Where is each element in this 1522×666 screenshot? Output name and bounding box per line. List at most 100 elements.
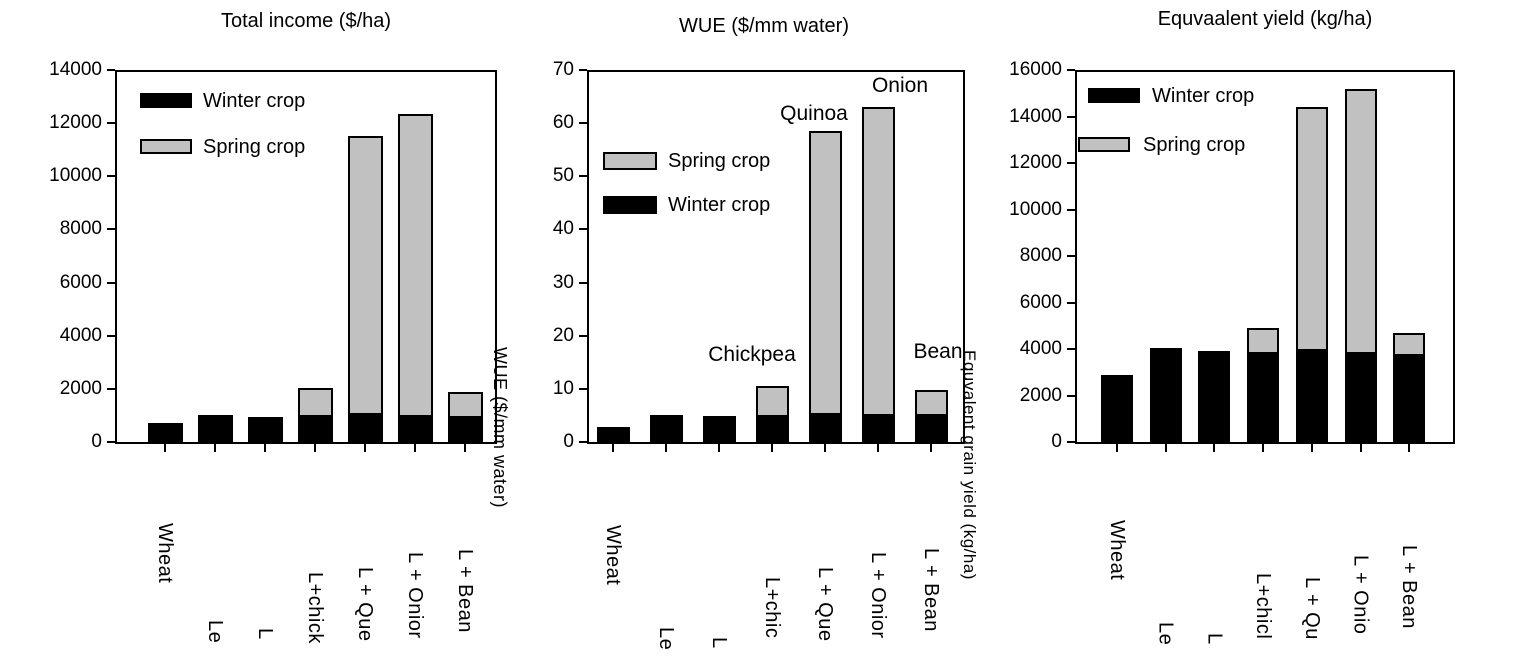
- y-tick-label: 20: [552, 324, 574, 346]
- x-tick-label: L + Bean: [454, 549, 476, 633]
- y-tick-label: 2000: [1019, 384, 1062, 406]
- x-tick-label: L+chick: [304, 572, 326, 644]
- x-tick-label: L + Que: [354, 567, 376, 642]
- y-tick-label: 8000: [59, 218, 102, 240]
- bar-winter-segment: [649, 415, 683, 442]
- x-tick-label: L + Bean: [1398, 545, 1421, 629]
- chart-wue-title: WUE ($/mm water): [679, 15, 849, 37]
- y-tick-mark: [107, 69, 115, 71]
- y-tick-mark: [107, 122, 115, 125]
- bar-winter-segment: [596, 427, 630, 442]
- x-tick-mark: [1359, 444, 1362, 452]
- y-tick-label: 10000: [1009, 198, 1062, 220]
- x-tick-mark: [1262, 444, 1265, 452]
- y-tick-mark: [579, 69, 587, 71]
- x-tick-mark: [264, 444, 266, 452]
- bar-winter-segment: [147, 423, 183, 442]
- bar-winter-segment: [1344, 353, 1377, 442]
- x-tick-label: Wheat: [154, 523, 176, 584]
- bar-spring-segment: [1393, 332, 1426, 356]
- y-tick-mark: [579, 387, 587, 390]
- legend-swatch-spring: [140, 139, 192, 154]
- annotation-bean: Bean: [913, 340, 963, 363]
- y-tick-label: 50: [552, 165, 574, 187]
- y-tick-mark: [579, 122, 587, 125]
- y-tick-mark: [579, 281, 587, 284]
- y-tick-label: 0: [1051, 431, 1062, 452]
- x-tick-label: L+chic: [761, 577, 783, 639]
- x-tick-mark: [414, 444, 416, 452]
- x-tick-mark: [824, 444, 826, 452]
- y-tick-label: 6000: [59, 271, 102, 293]
- x-tick-label: L + Onior: [867, 552, 889, 639]
- bar-winter-segment: [702, 416, 736, 442]
- annotation-chickpea: Chickpea: [708, 343, 796, 366]
- plot-area: [1075, 70, 1455, 444]
- x-tick-label: L + Qu: [1300, 577, 1323, 640]
- bar-winter-segment: [861, 416, 895, 442]
- y-tick-mark: [1067, 162, 1075, 164]
- y-tick-mark: [1067, 441, 1075, 443]
- y-tick-label: 10000: [49, 165, 102, 187]
- x-tick-label: Le: [204, 620, 226, 644]
- legend-label-spring: Spring crop: [203, 135, 306, 158]
- y-tick-label: 14000: [1009, 105, 1062, 127]
- y-tick-label: 14000: [49, 59, 102, 80]
- chart-total-income-title: Total income ($/ha): [220, 10, 392, 32]
- x-tick-mark: [364, 444, 366, 452]
- x-tick-mark: [665, 444, 667, 452]
- bar-winter-segment: [447, 418, 483, 442]
- x-tick-label: L: [1203, 633, 1226, 645]
- x-tick-label: L+chicl: [1252, 573, 1275, 640]
- x-tick-mark: [1310, 444, 1313, 452]
- y-tick-mark: [1067, 348, 1075, 350]
- plot-area: [115, 70, 497, 444]
- y-tick-label: 16000: [1009, 59, 1062, 80]
- legend-swatch-winter: [140, 93, 192, 108]
- x-tick-label: Wheat: [1106, 520, 1128, 581]
- annotation-onion: Onion: [871, 74, 929, 97]
- bar-spring-segment: [914, 390, 948, 417]
- y-tick-label: 0: [563, 431, 574, 452]
- bar-spring-segment: [808, 131, 842, 416]
- x-tick-mark: [718, 444, 720, 452]
- legend-label-spring: Spring crop: [1143, 133, 1246, 156]
- y-tick-label: 8000: [1019, 245, 1062, 266]
- y-tick-mark: [579, 441, 587, 443]
- bar-winter-segment: [755, 417, 789, 442]
- y-tick-mark: [579, 228, 587, 231]
- x-tick-label: Wheat: [602, 525, 624, 586]
- bar-winter-segment: [347, 415, 383, 442]
- plot-area: [587, 70, 965, 444]
- x-tick-mark: [877, 444, 879, 452]
- x-tick-mark: [930, 444, 932, 452]
- y-tick-mark: [579, 334, 587, 337]
- bar-winter-segment: [1247, 353, 1280, 442]
- y-tick-label: 40: [552, 218, 574, 240]
- bar-spring-segment: [1295, 107, 1328, 352]
- y-tick-mark: [107, 281, 115, 284]
- bar-winter-segment: [247, 416, 283, 442]
- legend-swatch-spring: [603, 152, 657, 170]
- bar-winter-segment: [1149, 347, 1182, 442]
- y-tick-label: 30: [552, 271, 574, 293]
- x-tick-label: L: [254, 628, 276, 640]
- y-tick-mark: [1067, 255, 1075, 257]
- bar-winter-segment: [914, 416, 948, 442]
- x-tick-label: L + Onio: [1349, 555, 1372, 635]
- legend-swatch-winter: [1088, 88, 1140, 103]
- chart-equivalent-yield-title: Equvaalent yield (kg/ha): [1157, 8, 1373, 30]
- y-tick-mark: [107, 228, 115, 231]
- x-tick-label: L + Bean: [920, 548, 942, 632]
- bar-winter-segment: [197, 415, 233, 442]
- y-tick-label: 6000: [1019, 291, 1062, 313]
- x-tick-mark: [314, 444, 316, 452]
- bar-spring-segment: [861, 107, 895, 417]
- x-tick-mark: [464, 444, 466, 452]
- y-tick-label: 10: [552, 377, 574, 399]
- bar-winter-segment: [1101, 374, 1133, 442]
- y-tick-mark: [1067, 208, 1075, 211]
- y-tick-mark: [107, 334, 115, 337]
- x-tick-label: L + Que: [814, 567, 836, 642]
